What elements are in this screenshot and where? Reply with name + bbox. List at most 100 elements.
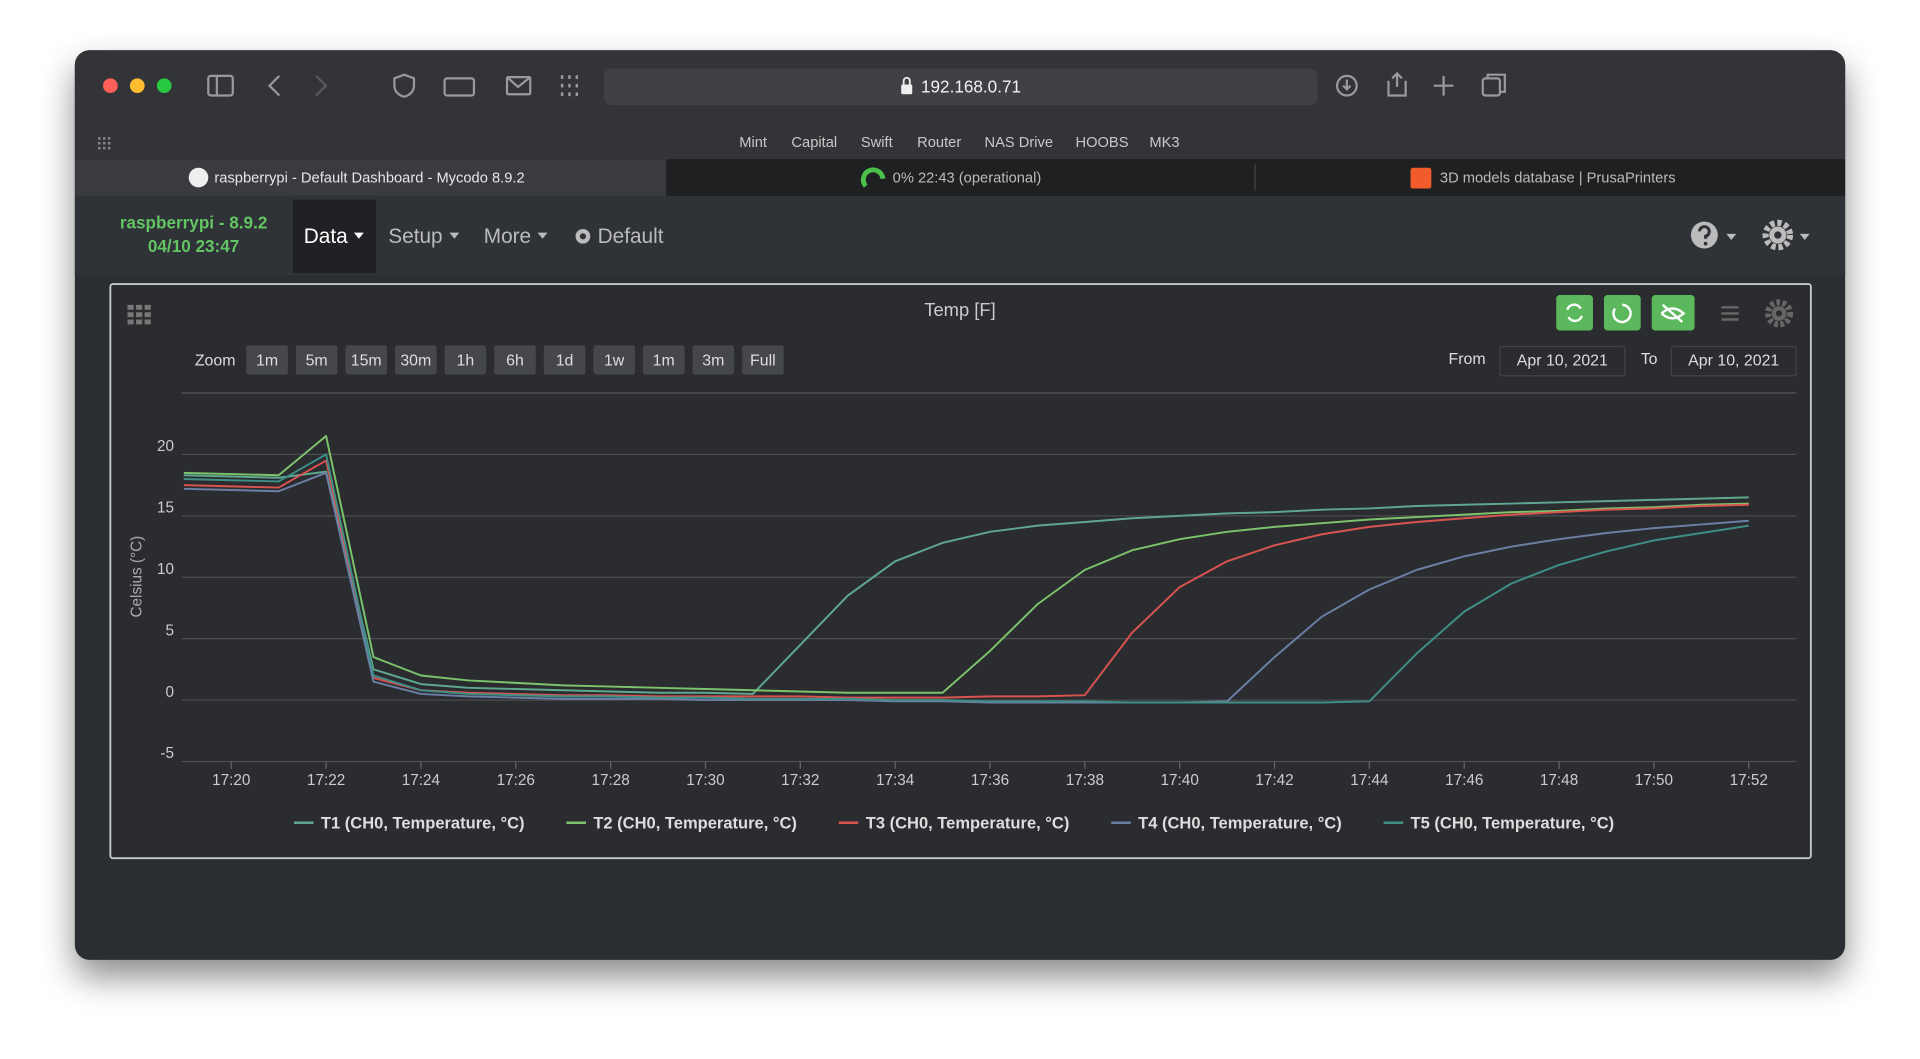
- help-menu[interactable]: [1690, 221, 1737, 249]
- zoom-button[interactable]: [692, 345, 735, 375]
- x-tick-label: 17:26: [497, 772, 535, 789]
- from-label: From: [1448, 351, 1485, 368]
- zoom-button[interactable]: [742, 345, 784, 375]
- nav-item[interactable]: Data: [304, 225, 348, 248]
- y-axis-label: Celsius (°C): [128, 536, 145, 618]
- y-tick-label: 15: [157, 500, 174, 517]
- to-input[interactable]: [1670, 345, 1797, 377]
- active-tab[interactable]: [74, 159, 667, 196]
- x-tick-label: 17:36: [971, 772, 1009, 789]
- x-tick-label: 17:34: [876, 772, 915, 789]
- zoom-label: Zoom: [195, 352, 236, 369]
- zoom-button[interactable]: [345, 345, 388, 375]
- x-tick-label: 17:48: [1540, 772, 1578, 789]
- drag-handle[interactable]: [127, 304, 151, 325]
- active-nav-bg: [292, 199, 377, 274]
- tab-title[interactable]: 0% 22:43 (operational): [893, 171, 1042, 187]
- device-status: raspberrypi - 8.9.2: [120, 213, 268, 233]
- x-tick-label: 17:20: [212, 772, 250, 789]
- bookmark[interactable]: Capital: [791, 135, 837, 151]
- zoom-button[interactable]: [246, 345, 288, 375]
- zoom-button[interactable]: [295, 345, 338, 375]
- close-button[interactable]: [103, 78, 118, 94]
- zoom-button-label[interactable]: Full: [750, 352, 776, 369]
- bookmark[interactable]: NAS Drive: [984, 135, 1053, 151]
- nav-item[interactable]: More: [484, 225, 531, 248]
- bookmark[interactable]: HOOBS: [1075, 135, 1128, 151]
- x-tick-label: 17:24: [402, 772, 441, 789]
- bookmark[interactable]: Mint: [739, 135, 767, 151]
- legend-label[interactable]: T2 (CH0, Temperature, °C): [593, 813, 797, 832]
- zoom-button[interactable]: [593, 345, 635, 375]
- series-line: [183, 471, 1749, 704]
- zoom-button-label[interactable]: 6h: [506, 352, 524, 369]
- plot-area: -5 0 5 10 15 20 17:20 17:22 17:24 17:26 17:28 17:30…: [157, 392, 1797, 832]
- nav-item[interactable]: Default: [598, 225, 664, 248]
- bookmarks-grid-icon[interactable]: [98, 137, 111, 150]
- zoom-button[interactable]: [494, 345, 536, 375]
- x-tick-label: 17:52: [1730, 772, 1768, 789]
- tab-favicon: [1410, 167, 1432, 189]
- settings-menu[interactable]: [1762, 219, 1810, 251]
- legend-label[interactable]: T1 (CH0, Temperature, °C): [321, 813, 525, 832]
- y-tick-label: 10: [157, 561, 174, 578]
- tab-favicon: [188, 167, 209, 188]
- to-date[interactable]: Apr 10, 2021: [1688, 352, 1779, 369]
- zoom-button-label[interactable]: 1d: [556, 352, 574, 369]
- device-time: 04/10 23:47: [148, 236, 239, 256]
- from-input[interactable]: [1499, 345, 1626, 377]
- url: 192.168.0.71: [921, 77, 1021, 97]
- widget-panel: [109, 283, 1812, 860]
- zoom-button[interactable]: [394, 345, 437, 375]
- zoom-button-label[interactable]: 30m: [400, 352, 431, 369]
- tab-favicon: [860, 167, 886, 188]
- legend-label[interactable]: T5 (CH0, Temperature, °C): [1411, 813, 1615, 832]
- nav-item[interactable]: Setup: [388, 225, 442, 248]
- zoom-button[interactable]: [543, 345, 586, 375]
- zoom-button-label[interactable]: 1w: [604, 352, 625, 369]
- x-tick-label: 17:30: [686, 772, 724, 789]
- zoom-button-label[interactable]: 15m: [351, 352, 382, 369]
- x-tick-label: 17:44: [1350, 772, 1389, 789]
- series-line: [183, 435, 1749, 694]
- zoom-button-label[interactable]: 1m: [256, 352, 278, 369]
- zoom-button[interactable]: [642, 345, 685, 375]
- toolbar-icons[interactable]: [207, 71, 1506, 98]
- x-tick-label: 17:42: [1255, 772, 1293, 789]
- y-tick-label: 0: [165, 684, 174, 701]
- x-tick-label: 17:32: [781, 772, 819, 789]
- tab-title[interactable]: 3D models database | PrusaPrinters: [1440, 171, 1676, 187]
- minimize-button[interactable]: [129, 78, 145, 94]
- y-tick-label: 20: [157, 438, 174, 455]
- zoom-button-label[interactable]: 5m: [306, 352, 328, 369]
- zoom-button-label[interactable]: 1m: [653, 352, 675, 369]
- tab-title[interactable]: raspberrypi - Default Dashboard - Mycodo…: [214, 171, 524, 187]
- x-tick-label: 17:38: [1066, 772, 1104, 789]
- bookmark[interactable]: MK3: [1149, 135, 1179, 151]
- x-tick-label: 17:50: [1635, 772, 1673, 789]
- bookmark[interactable]: Swift: [861, 135, 893, 151]
- zoom-button-label[interactable]: 1h: [457, 352, 475, 369]
- x-tick-label: 17:46: [1445, 772, 1483, 789]
- series-line: [183, 470, 1749, 695]
- y-tick-label: -5: [160, 745, 174, 762]
- series-line: [183, 453, 1749, 704]
- zoom-buttons: 1m 5m 15m 30m 1h 6h 1d 1w 1m 3m Full: [246, 345, 784, 375]
- address-bar[interactable]: [603, 68, 1318, 106]
- zoom-button[interactable]: [156, 78, 172, 94]
- x-tick-label: 17:22: [307, 772, 345, 789]
- zoom-button[interactable]: [444, 345, 487, 375]
- from-date[interactable]: Apr 10, 2021: [1517, 352, 1608, 369]
- legend-label[interactable]: T4 (CH0, Temperature, °C): [1138, 813, 1342, 832]
- x-tick-label: 17:40: [1161, 772, 1199, 789]
- bookmarks-bar: Mint Capital Swift Router NAS Drive HOOBS MK3: [739, 135, 1179, 151]
- to-label: To: [1641, 351, 1658, 368]
- widget-buttons[interactable]: [1556, 295, 1794, 331]
- legend-label[interactable]: T3 (CH0, Temperature, °C): [866, 813, 1070, 832]
- zoom-button-label[interactable]: 3m: [702, 352, 724, 369]
- lock-shackle: [902, 76, 911, 85]
- bookmark[interactable]: Router: [917, 135, 961, 151]
- x-tick-label: 17:28: [591, 772, 629, 789]
